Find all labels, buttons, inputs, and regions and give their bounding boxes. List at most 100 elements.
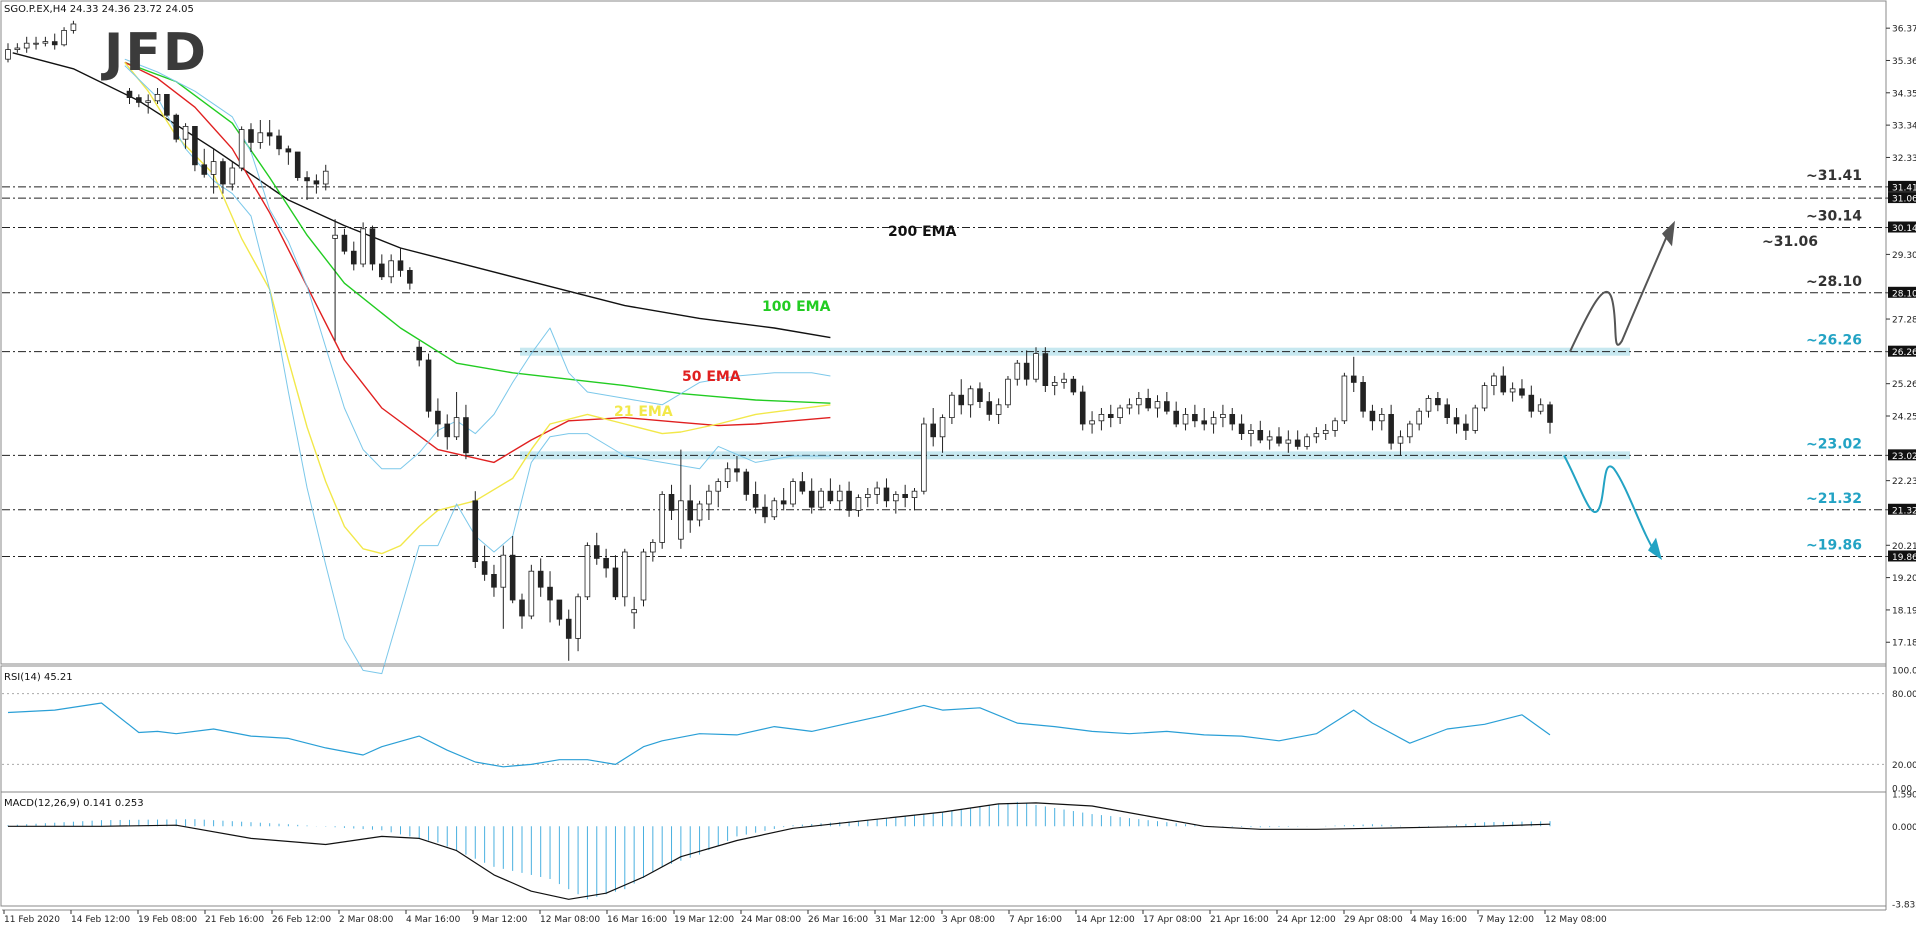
macd-pane-frame xyxy=(0,791,1887,907)
bear-candle xyxy=(266,132,273,137)
price-tag-bg xyxy=(1888,286,1916,298)
bear-candle xyxy=(1435,397,1441,406)
time-axis[interactable]: 11 Feb 2020 14 Feb 12:00 19 Feb 08:00 21 Fe… xyxy=(2,909,1886,925)
bull-candle xyxy=(640,551,647,601)
bull-candle xyxy=(1266,436,1273,441)
bull-candle xyxy=(1491,375,1497,386)
price-tick-label: 34.35 xyxy=(1892,89,1916,99)
price-tick-label: 24.25 xyxy=(1892,413,1916,423)
macd-signal-line xyxy=(8,802,1551,900)
bull-candle xyxy=(678,500,684,540)
rsi-pane[interactable]: 100.00 80.00 20.00 0.00 xyxy=(0,665,1916,795)
time-tick-label: 29 Apr 08:00 xyxy=(1344,915,1403,925)
bull-candle xyxy=(1182,413,1189,425)
bull-candle xyxy=(1481,385,1488,409)
price-tag-bg xyxy=(1888,550,1916,562)
bull-candle xyxy=(1089,420,1095,425)
bear-candle xyxy=(136,97,142,103)
bear-candle xyxy=(808,490,815,508)
bull-candle xyxy=(995,404,1002,415)
time-tick-label: 12 Mar 08:00 xyxy=(540,915,600,925)
price-tag-bg xyxy=(1888,180,1916,192)
price-tick-label: 27.28 xyxy=(1892,316,1916,326)
bear-candle xyxy=(509,554,516,601)
scenario-arrows xyxy=(1563,220,1675,560)
bear-candle xyxy=(1145,397,1151,409)
bull-candle xyxy=(706,490,712,505)
bearish-arrowhead xyxy=(1648,537,1662,560)
bull-candle xyxy=(1322,429,1329,434)
bear-candle xyxy=(687,500,694,521)
level-label: ~31.06 xyxy=(1762,234,1818,250)
50-ema-line xyxy=(124,61,831,464)
bear-candle xyxy=(481,561,488,575)
bull-candle xyxy=(715,481,722,492)
bullish-scenario-arrow xyxy=(1569,228,1671,353)
bear-candle xyxy=(1276,436,1282,444)
bull-candle xyxy=(1005,378,1011,406)
bull-candle xyxy=(650,542,656,553)
bull-candle xyxy=(5,49,11,60)
bear-candle xyxy=(1519,388,1525,396)
level-label: ~28.10 xyxy=(1806,274,1862,290)
rsi-tick-label: 0.00 xyxy=(1892,785,1912,795)
bear-candle xyxy=(276,135,282,150)
bear-candle xyxy=(1444,404,1451,418)
bull-candle xyxy=(229,167,236,185)
bear-candle xyxy=(1257,429,1264,441)
bear-candle xyxy=(1388,413,1394,444)
time-tick-label: 4 Mar 16:00 xyxy=(406,915,461,925)
rsi-tick-label: 100.00 xyxy=(1892,667,1916,677)
price-tick-label: 30.14 xyxy=(1892,224,1916,234)
bear-candle xyxy=(1107,413,1114,418)
bull-candle xyxy=(1285,439,1292,444)
bear-candle xyxy=(416,346,422,361)
time-tick-label: 11 Feb 2020 xyxy=(4,915,60,925)
bull-candle xyxy=(818,490,824,508)
price-tick-label: 29.30 xyxy=(1892,251,1916,261)
bear-candle xyxy=(294,151,301,179)
time-tick-label: 3 Apr 08:00 xyxy=(942,915,995,925)
bear-candle xyxy=(1164,401,1170,412)
bear-candle xyxy=(986,401,993,415)
bear-candle xyxy=(519,599,525,617)
bull-candle xyxy=(893,493,899,502)
bull-candle xyxy=(1378,413,1385,422)
macd-tick-label: 1.590 xyxy=(1892,791,1916,801)
price-tick-label: 33.34 xyxy=(1892,122,1916,132)
bull-candle xyxy=(14,47,21,50)
time-tick-label: 19 Mar 12:00 xyxy=(674,915,734,925)
bear-candle xyxy=(369,228,376,265)
price-tick-label: 31.06 xyxy=(1892,195,1916,205)
time-tick-label: 14 Apr 12:00 xyxy=(1076,915,1135,925)
bear-candle xyxy=(379,263,385,278)
bear-candle xyxy=(780,500,787,505)
bear-candle xyxy=(1547,404,1553,423)
bull-candle xyxy=(1472,407,1479,431)
level-label: ~21.32 xyxy=(1806,491,1862,507)
bear-candle xyxy=(1070,378,1077,393)
price-axis[interactable]: 36.37 35.36 34.35 33.34 32.33 31.41 31.06 30.14… xyxy=(1885,1,1916,910)
bear-candle xyxy=(593,545,600,559)
bull-candle xyxy=(1304,436,1310,447)
bear-candle xyxy=(1079,391,1086,425)
bull-candle xyxy=(874,487,880,495)
level-label: ~19.86 xyxy=(1806,537,1862,553)
bear-candle xyxy=(547,586,553,601)
bear-candle xyxy=(1192,413,1198,422)
price-tick-label: 25.26 xyxy=(1892,380,1916,390)
macd-pane[interactable]: 1.590 0.000 -3.832 xyxy=(0,791,1916,911)
bear-candle xyxy=(827,490,834,502)
bear-candle xyxy=(1042,353,1049,387)
bear-candle xyxy=(1294,439,1301,447)
price-tag-bg xyxy=(1888,345,1916,357)
bull-candle xyxy=(145,100,151,103)
bull-candle xyxy=(33,42,39,45)
level-label: ~26.26 xyxy=(1806,333,1862,349)
time-tick-label: 17 Apr 08:00 xyxy=(1143,915,1202,925)
macd-label: MACD(12,26,9) 0.141 0.253 xyxy=(4,798,144,809)
bullish-arrowhead xyxy=(1662,220,1675,247)
bear-candle xyxy=(668,493,675,511)
price-tag-bg xyxy=(1888,503,1916,515)
bear-candle xyxy=(612,567,619,598)
